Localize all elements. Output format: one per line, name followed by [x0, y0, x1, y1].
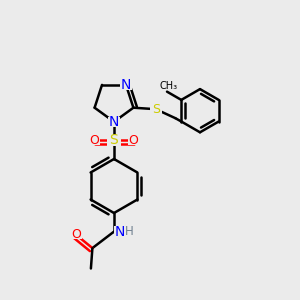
FancyBboxPatch shape: [128, 136, 140, 145]
Text: S: S: [152, 103, 160, 116]
FancyBboxPatch shape: [88, 136, 101, 145]
Text: CH₃: CH₃: [159, 81, 178, 91]
FancyBboxPatch shape: [150, 104, 162, 114]
Text: O: O: [71, 228, 81, 241]
Text: S: S: [110, 134, 118, 147]
FancyBboxPatch shape: [108, 116, 120, 127]
Text: N: N: [114, 225, 124, 238]
FancyBboxPatch shape: [114, 226, 125, 237]
Text: H: H: [125, 225, 134, 238]
Text: N: N: [121, 78, 131, 92]
FancyBboxPatch shape: [70, 230, 82, 239]
FancyBboxPatch shape: [107, 135, 121, 146]
FancyBboxPatch shape: [120, 80, 132, 90]
Text: N: N: [109, 115, 119, 129]
Text: O: O: [129, 134, 138, 147]
Text: O: O: [90, 134, 99, 147]
FancyBboxPatch shape: [125, 227, 134, 236]
